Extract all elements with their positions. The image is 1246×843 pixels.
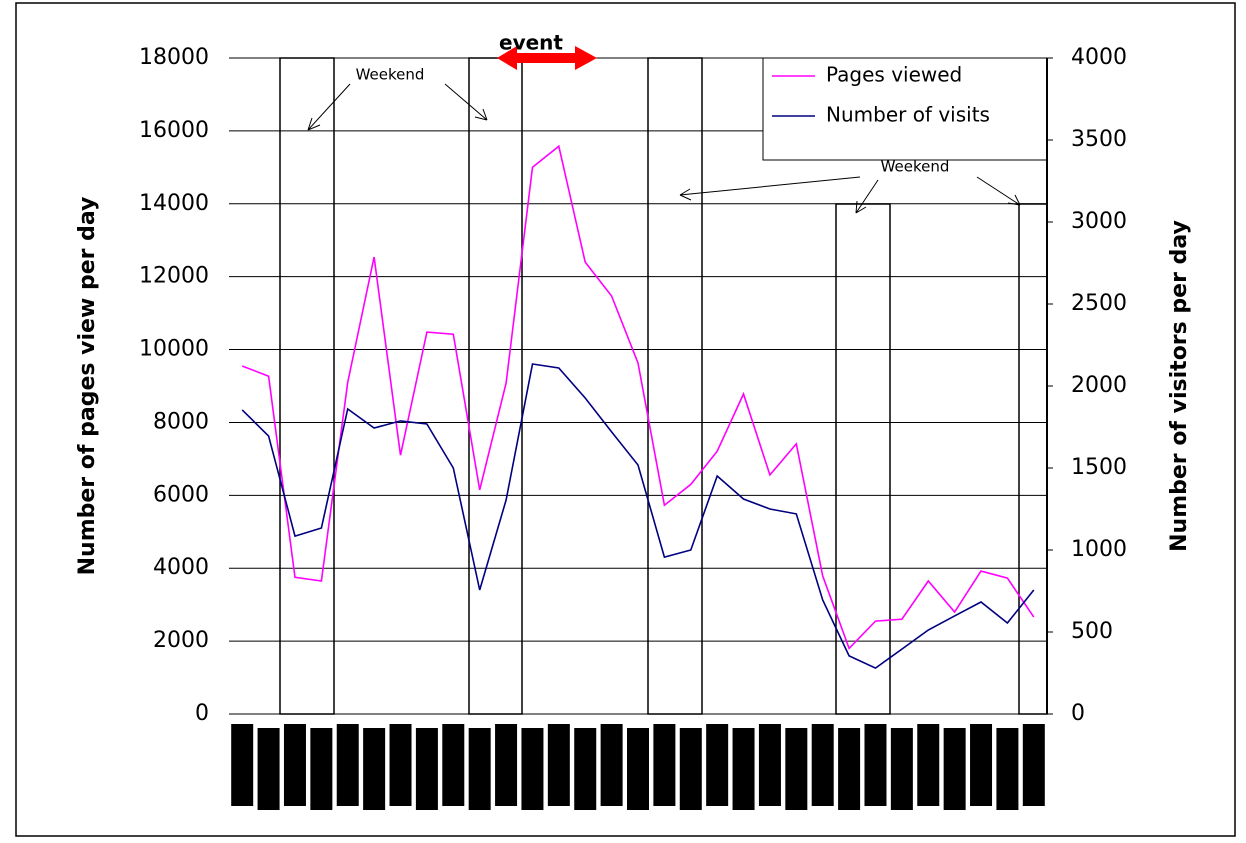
x-tick-label bbox=[970, 724, 993, 806]
weekend-box bbox=[1018, 203, 1048, 715]
x-tick-label bbox=[363, 728, 386, 810]
y-tick-label: 12000 bbox=[139, 264, 209, 289]
x-tick-label bbox=[468, 728, 491, 810]
x-tick-label bbox=[574, 728, 597, 810]
x-tick-label bbox=[627, 728, 649, 810]
y2-tick-label: 2500 bbox=[1071, 291, 1127, 316]
x-tick-label bbox=[547, 724, 570, 806]
arrow bbox=[855, 179, 879, 214]
y2-tick-label: 1500 bbox=[1071, 455, 1127, 480]
x-tick-label bbox=[310, 728, 333, 810]
y2-tick-label: 1000 bbox=[1071, 537, 1127, 562]
x-tick-label bbox=[943, 728, 966, 810]
x-tick-label bbox=[679, 728, 702, 810]
x-tick-label bbox=[996, 728, 1019, 810]
frame bbox=[15, 2, 1236, 837]
x-tick-label bbox=[283, 724, 306, 806]
y-tick-label: 8000 bbox=[153, 409, 209, 434]
annotation: Weekend bbox=[881, 158, 950, 176]
x-tick-label bbox=[917, 724, 940, 806]
y2-tick-label: 0 bbox=[1071, 701, 1085, 726]
legend-label: Number of visits bbox=[826, 103, 990, 127]
weekend-box bbox=[468, 57, 523, 715]
y-tick-label: 4000 bbox=[153, 555, 209, 580]
arrow bbox=[976, 176, 1021, 206]
annotation: event bbox=[499, 31, 563, 55]
arrow bbox=[679, 176, 861, 201]
arrow bbox=[307, 83, 351, 131]
x-tick-label bbox=[495, 724, 518, 806]
weekend-box bbox=[279, 57, 335, 715]
y-tick-label: 2000 bbox=[153, 628, 209, 653]
x-tick-label bbox=[838, 728, 861, 810]
x-tick-label bbox=[653, 724, 676, 806]
x-tick-label bbox=[442, 724, 465, 806]
y-axis-label: Number of pages view per day bbox=[75, 197, 100, 576]
y-tick-label: 6000 bbox=[153, 482, 209, 507]
event-arrow bbox=[497, 46, 597, 70]
y-tick-label: 0 bbox=[195, 701, 209, 726]
x-tick-label bbox=[785, 728, 808, 810]
y-tick-label: 16000 bbox=[139, 118, 209, 143]
weekend-box bbox=[835, 203, 891, 715]
arrow bbox=[444, 83, 488, 121]
y2-tick-label: 4000 bbox=[1071, 45, 1127, 70]
legend bbox=[762, 57, 1048, 161]
x-tick-label bbox=[864, 724, 887, 806]
y2-tick-label: 3500 bbox=[1071, 127, 1127, 152]
y2-tick-label: 500 bbox=[1071, 619, 1113, 644]
y2-tick-label: 2000 bbox=[1071, 373, 1127, 398]
y2-tick-label: 3000 bbox=[1071, 209, 1127, 234]
x-tick-label bbox=[257, 728, 280, 810]
x-tick-label bbox=[521, 728, 544, 810]
series-line bbox=[241, 144, 1035, 650]
x-tick-label bbox=[389, 724, 412, 806]
x-tick-label bbox=[415, 728, 438, 810]
x-tick-label bbox=[811, 724, 834, 806]
x-tick-label bbox=[758, 724, 781, 806]
x-tick-label bbox=[231, 724, 254, 806]
x-tick-label bbox=[1022, 724, 1045, 806]
y-tick-label: 18000 bbox=[139, 45, 209, 70]
x-tick-label bbox=[600, 724, 623, 806]
x-tick-label bbox=[890, 728, 913, 810]
series-line bbox=[241, 363, 1035, 670]
x-tick-label bbox=[336, 724, 359, 806]
annotation: Weekend bbox=[356, 66, 425, 84]
weekend-box bbox=[647, 57, 703, 715]
y-tick-label: 14000 bbox=[139, 191, 209, 216]
x-tick-label bbox=[732, 728, 755, 810]
weekend-boxes bbox=[279, 57, 1048, 715]
y2-axis-label: Number of visitors per day bbox=[1167, 220, 1192, 552]
y-tick-label: 10000 bbox=[139, 337, 209, 362]
annotation-arrows bbox=[307, 83, 1021, 214]
legend-label: Pages viewed bbox=[826, 63, 962, 87]
x-tick-label bbox=[706, 724, 729, 806]
